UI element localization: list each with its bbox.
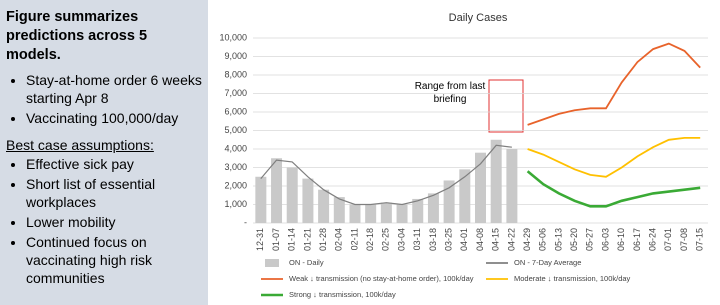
x-tick-label: 04-29 — [522, 228, 532, 251]
x-tick-label: 05-13 — [553, 228, 563, 251]
bar — [318, 189, 330, 223]
bullet-list: Stay-at-home order 6 weeks starting Apr … — [6, 71, 202, 127]
subheading: Best case assumptions: — [6, 137, 154, 153]
x-tick-label: 04-15 — [491, 228, 501, 251]
bar — [396, 204, 408, 223]
x-tick-label: 07-15 — [695, 228, 705, 251]
bar — [255, 176, 267, 223]
legend-label: ON - 7-Day Average — [514, 258, 581, 267]
x-tick-label: 06-24 — [647, 228, 657, 251]
x-tick-label: 05-20 — [569, 228, 579, 251]
bullet: Effective sick pay — [26, 155, 202, 173]
x-tick-label: 03-04 — [396, 228, 406, 251]
bar — [286, 167, 298, 223]
x-tick-label: 03-11 — [412, 228, 422, 250]
chart-title: Daily Cases — [449, 12, 508, 24]
bullet: Continued focus on vaccinating high risk… — [26, 233, 202, 287]
x-tick-label: 01-21 — [302, 228, 312, 251]
y-tick-label: 7,000 — [224, 88, 247, 98]
x-tick-label: 06-03 — [600, 228, 610, 251]
bar — [333, 197, 345, 223]
x-tick-label: 07-01 — [663, 228, 673, 251]
bar — [380, 202, 392, 223]
y-tick-label: 4,000 — [224, 143, 247, 153]
panel-title: Figure summarizes predictions across 5 m… — [6, 9, 148, 63]
x-tick-label: 02-04 — [334, 228, 344, 251]
x-tick-label: 05-27 — [585, 228, 595, 251]
x-tick-label: 01-14 — [287, 228, 297, 251]
bar — [459, 169, 471, 223]
bar — [412, 198, 424, 223]
y-tick-label: - — [244, 217, 247, 227]
line-series — [260, 144, 512, 206]
x-tick-label: 02-18 — [365, 228, 375, 251]
y-tick-label: 10,000 — [219, 32, 247, 42]
x-tick-label: 12-31 — [255, 228, 265, 251]
x-tick-label: 03-25 — [443, 228, 453, 251]
legend-label: Strong ↓ transmission, 100k/day — [289, 290, 396, 299]
y-tick-label: 3,000 — [224, 162, 247, 172]
line-series — [527, 137, 701, 178]
text-panel: Figure summarizes predictions across 5 m… — [0, 0, 208, 305]
line-series — [526, 170, 701, 208]
legend-label: Moderate ↓ transmission, 100k/day — [514, 274, 631, 283]
x-tick-label: 06-17 — [632, 228, 642, 251]
y-tick-label: 2,000 — [224, 180, 247, 190]
bullet: Stay-at-home order 6 weeks starting Apr … — [26, 71, 202, 107]
legend-swatch — [265, 259, 279, 267]
x-tick-label: 03-18 — [428, 228, 438, 251]
bar — [349, 204, 361, 223]
legend-label: ON - Daily — [289, 258, 324, 267]
assumption-list: Effective sick pay Short list of essenti… — [6, 155, 202, 287]
bar — [475, 152, 486, 223]
x-tick-label: 07-08 — [679, 228, 689, 251]
annotation-box — [488, 79, 524, 133]
y-tick-label: 5,000 — [224, 125, 247, 135]
x-tick-label: 02-11 — [349, 228, 359, 250]
annotation: Range from last briefing — [414, 81, 486, 105]
line-series — [527, 42, 701, 126]
legend-label: Weak ↓ transmission (no stay-at-home ord… — [289, 274, 474, 283]
bar — [443, 180, 455, 223]
bullet: Vaccinating 100,000/day — [26, 109, 202, 127]
bar — [506, 149, 518, 223]
bar — [271, 158, 283, 223]
y-tick-label: 9,000 — [224, 51, 247, 61]
x-tick-label: 01-07 — [271, 228, 281, 251]
x-tick-label: 02-25 — [381, 228, 391, 251]
x-tick-label: 01-28 — [318, 228, 328, 251]
bullet: Short list of essential workplaces — [26, 175, 202, 211]
y-tick-label: 8,000 — [224, 69, 247, 79]
bar — [365, 204, 377, 223]
x-tick-label: 04-08 — [475, 228, 485, 251]
bar — [427, 193, 439, 223]
bar — [302, 178, 314, 223]
y-tick-label: 1,000 — [224, 199, 247, 209]
bullet: Lower mobility — [26, 213, 202, 231]
x-tick-label: 04-01 — [459, 228, 469, 251]
x-tick-label: 06-10 — [616, 228, 626, 251]
x-tick-label: 05-06 — [538, 228, 548, 251]
x-tick-label: 04-22 — [506, 228, 516, 251]
bar — [490, 139, 502, 223]
y-tick-label: 6,000 — [224, 106, 247, 116]
